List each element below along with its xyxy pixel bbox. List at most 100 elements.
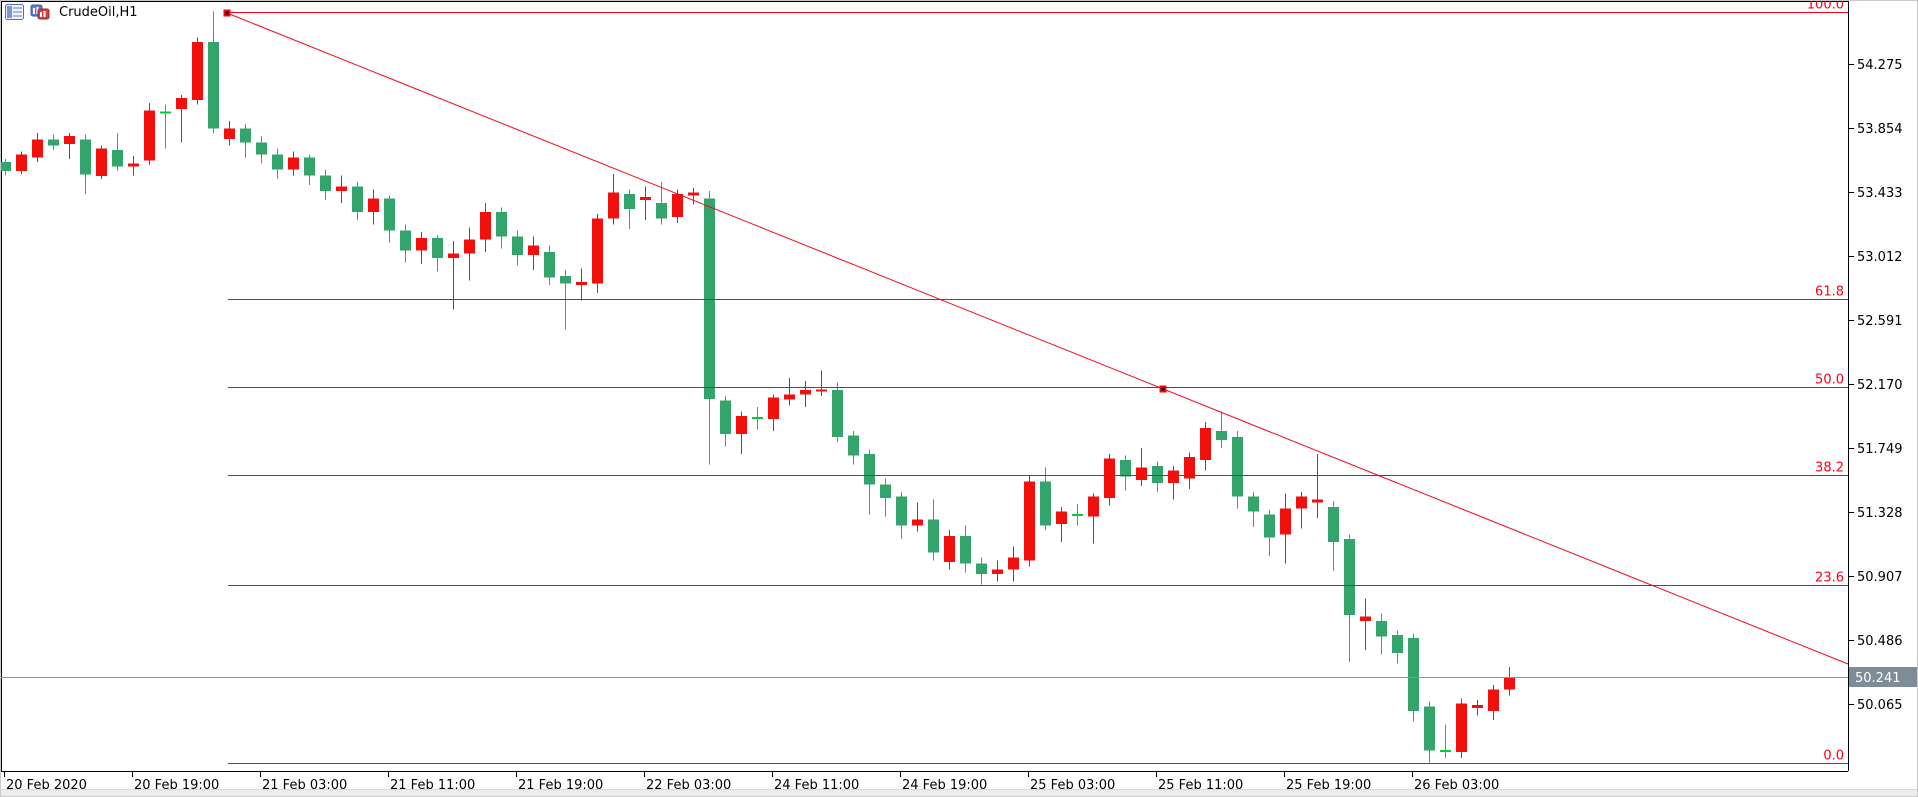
candle-body xyxy=(704,198,715,400)
candle-body xyxy=(1328,507,1339,543)
candle-body xyxy=(592,218,603,284)
candle-body xyxy=(368,198,379,213)
candle-body xyxy=(544,251,555,278)
candle-body xyxy=(720,400,731,435)
candle-body xyxy=(272,154,283,170)
candle-body xyxy=(672,194,683,217)
candle-body xyxy=(832,390,843,438)
trendline-anchor-center xyxy=(1161,387,1165,391)
candle-body xyxy=(1408,637,1419,711)
candle-body xyxy=(1040,481,1051,526)
candle-body xyxy=(1376,621,1387,637)
candle-body xyxy=(96,148,107,176)
candle-body xyxy=(576,282,587,286)
candle-body xyxy=(336,186,347,191)
candle-body xyxy=(128,163,139,167)
candle-body xyxy=(1248,496,1259,512)
chart-header: CrudeOil,H1 xyxy=(5,4,138,20)
fib-level-label: 50.0 xyxy=(1815,373,1844,388)
candle-body xyxy=(480,212,491,240)
candle-body xyxy=(384,198,395,231)
price-tick-label: 52.591 xyxy=(1857,314,1903,329)
descending-trendline[interactable] xyxy=(226,12,1849,665)
candle-body xyxy=(800,390,811,395)
candle-body xyxy=(560,276,571,284)
price-tick-label: 51.328 xyxy=(1857,506,1903,521)
candle-body xyxy=(400,230,411,251)
fib-level-label: 0.0 xyxy=(1823,749,1844,764)
candle-body xyxy=(1216,431,1227,441)
trendline-anchor-center xyxy=(225,11,229,15)
candle-body xyxy=(848,435,859,456)
candle-body xyxy=(1472,704,1483,708)
candle-body xyxy=(1424,706,1435,751)
candle-body xyxy=(112,149,123,167)
price-tick-label: 53.854 xyxy=(1857,122,1903,137)
quotes-table-icon[interactable] xyxy=(5,4,25,20)
candle-body xyxy=(1008,557,1019,570)
candle-body xyxy=(80,139,91,175)
candle-body xyxy=(144,110,155,161)
candle-body xyxy=(208,42,219,129)
candle-body xyxy=(192,42,203,100)
candle-body xyxy=(736,415,747,435)
candle-body xyxy=(528,245,539,255)
candle-body xyxy=(608,192,619,219)
fib-level-label: 61.8 xyxy=(1815,285,1844,300)
candle-body xyxy=(1312,499,1323,503)
candle-body xyxy=(224,128,235,140)
candle-body xyxy=(304,157,315,176)
candle-body xyxy=(1104,458,1115,498)
candle-body xyxy=(912,519,923,526)
candle-body xyxy=(1184,457,1195,479)
candle-body xyxy=(448,253,459,258)
bid-price-badge-label: 50.241 xyxy=(1855,671,1901,686)
fib-level-label: 38.2 xyxy=(1815,461,1844,476)
price-tick-label: 51.749 xyxy=(1857,442,1903,457)
candle-body xyxy=(496,212,507,237)
candle-body xyxy=(1504,677,1515,690)
price-tick-label: 50.065 xyxy=(1857,698,1903,713)
candle-body xyxy=(1120,460,1131,477)
candle-body xyxy=(992,569,1003,575)
candle-body xyxy=(416,238,427,251)
bid-price-badge xyxy=(1849,667,1917,687)
price-tick-label: 54.275 xyxy=(1857,58,1903,73)
candle-body xyxy=(1056,511,1067,524)
candle-body xyxy=(1264,514,1275,538)
candle-body xyxy=(960,536,971,564)
candle-body xyxy=(928,519,939,553)
candle-body xyxy=(976,563,987,574)
candle-body xyxy=(1024,481,1035,561)
candle-body xyxy=(1344,539,1355,616)
candle-body xyxy=(240,128,251,143)
candle-body xyxy=(1,162,11,172)
candle-body xyxy=(32,139,43,158)
candle-body xyxy=(624,194,635,210)
candle-body xyxy=(464,239,475,254)
price-tick-label: 53.012 xyxy=(1857,250,1903,265)
fib-level-label: 23.6 xyxy=(1815,571,1844,586)
candle-body xyxy=(1360,616,1371,622)
window-bottom-edge xyxy=(1,789,1917,796)
candle-body xyxy=(432,238,443,258)
price-tick-label: 52.170 xyxy=(1857,378,1903,393)
candle-body xyxy=(944,536,955,562)
candle-body xyxy=(1392,634,1403,653)
price-tick-label: 50.486 xyxy=(1857,634,1903,649)
candle-body xyxy=(256,142,267,155)
candle-body xyxy=(176,98,187,109)
candle-body xyxy=(864,453,875,485)
candle-body xyxy=(784,394,795,400)
candle-body xyxy=(352,186,363,213)
candle-body xyxy=(1168,470,1179,483)
fib-level-label: 100.0 xyxy=(1807,1,1844,13)
candle-body xyxy=(1088,496,1099,517)
candle-body xyxy=(1232,437,1243,497)
candle-body xyxy=(688,192,699,196)
candle-body xyxy=(288,157,299,170)
candle-body xyxy=(48,139,59,146)
chart-objects-icon[interactable] xyxy=(30,4,50,20)
